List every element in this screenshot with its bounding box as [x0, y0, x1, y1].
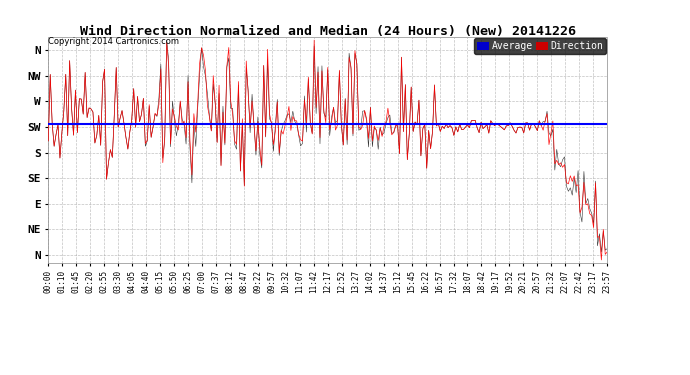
Title: Wind Direction Normalized and Median (24 Hours) (New) 20141226: Wind Direction Normalized and Median (24… — [80, 24, 575, 38]
Legend: Average, Direction: Average, Direction — [474, 39, 607, 54]
Text: Copyright 2014 Cartronics.com: Copyright 2014 Cartronics.com — [48, 38, 179, 46]
